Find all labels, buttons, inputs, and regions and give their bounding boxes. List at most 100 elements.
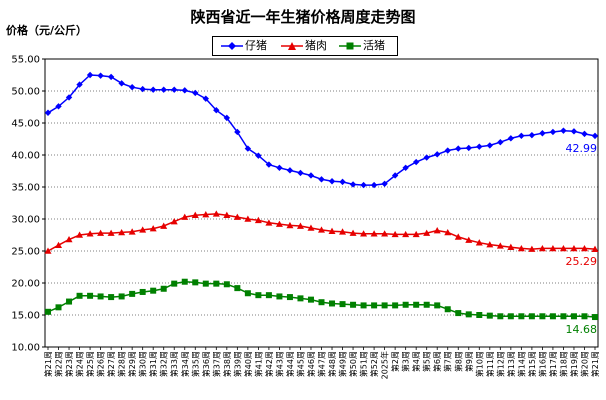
- data-point-series-2: [475, 239, 483, 246]
- data-point-series-2: [296, 222, 304, 229]
- x-tick-label: 第20周: [579, 351, 589, 377]
- data-point-series-3: [234, 285, 241, 292]
- data-point-series-2: [465, 236, 473, 243]
- data-point-series-1: [149, 86, 157, 93]
- series-line-1: [47, 74, 596, 186]
- y-tick-label: 30.00: [11, 215, 40, 226]
- data-point-series-1: [181, 87, 188, 94]
- x-tick-label: 第9周: [464, 351, 474, 372]
- x-tick-label: 第25周: [85, 351, 95, 377]
- legend-label-series-2: 猪肉: [305, 39, 327, 52]
- x-tick-label: 第36周: [201, 351, 211, 377]
- data-point-series-1: [86, 71, 94, 79]
- data-point-series-2: [160, 222, 168, 229]
- data-point-series-1: [412, 158, 420, 166]
- data-point-series-3: [286, 294, 293, 301]
- legend-swatch-series-2: [281, 41, 303, 51]
- data-point-series-2: [454, 233, 462, 240]
- data-point-series-2: [517, 244, 525, 252]
- data-point-series-2: [402, 230, 410, 238]
- data-point-series-1: [497, 139, 504, 146]
- legend-swatch-series-3: [339, 41, 361, 51]
- data-point-series-2: [244, 215, 252, 222]
- data-point-series-3: [350, 301, 357, 308]
- data-point-series-3: [581, 313, 588, 320]
- data-point-series-3: [360, 302, 367, 309]
- data-point-series-1: [97, 72, 104, 79]
- data-point-series-3: [518, 313, 525, 320]
- data-point-series-2: [97, 229, 105, 236]
- data-point-series-1: [160, 86, 167, 93]
- data-point-series-2: [381, 230, 389, 237]
- x-tick-label: 第50周: [348, 351, 358, 377]
- legend-item-series-1: 仔猪: [221, 39, 267, 53]
- x-tick-label: 第35周: [190, 351, 200, 377]
- data-point-series-1: [265, 161, 273, 168]
- end-value-label-series-1: 42.99: [566, 142, 598, 155]
- data-point-series-1: [318, 176, 325, 183]
- data-point-series-3: [560, 313, 567, 320]
- x-tick-label: 第45周: [295, 351, 305, 377]
- data-point-series-2: [412, 230, 420, 238]
- y-axis-label: 价格（元/公斤）: [6, 24, 88, 37]
- y-tick-label: 45.00: [11, 119, 40, 130]
- data-point-series-1: [423, 154, 430, 161]
- data-point-series-3: [108, 294, 115, 301]
- data-point-series-2: [507, 243, 515, 250]
- data-point-series-2: [275, 220, 283, 227]
- data-point-series-1: [55, 103, 62, 110]
- x-tick-label: 第44周: [285, 351, 295, 377]
- data-point-series-3: [423, 301, 430, 308]
- y-tick-label: 40.00: [11, 151, 40, 162]
- x-tick-label: 第39周: [232, 351, 242, 377]
- data-point-series-3: [139, 288, 146, 295]
- data-point-series-1: [360, 181, 367, 189]
- y-tick-label: 25.00: [11, 247, 40, 258]
- x-tick-label: 第24周: [75, 351, 85, 377]
- x-tick-label: 第26周: [96, 351, 106, 377]
- x-tick-label: 第18周: [558, 351, 568, 377]
- data-point-series-2: [65, 235, 73, 243]
- data-point-series-1: [570, 128, 578, 135]
- data-point-series-2: [149, 225, 157, 232]
- data-point-series-3: [181, 278, 188, 285]
- x-tick-label: 第27周: [106, 351, 116, 377]
- data-point-series-3: [455, 310, 462, 317]
- data-point-series-1: [381, 180, 388, 187]
- x-tick-label: 第43周: [274, 351, 284, 377]
- x-tick-label: 第6周: [432, 351, 442, 372]
- x-tick-label: 第46周: [306, 351, 316, 377]
- data-point-series-3: [255, 292, 262, 299]
- data-point-series-3: [55, 304, 62, 311]
- data-point-series-3: [318, 299, 325, 306]
- data-point-series-2: [86, 230, 94, 237]
- x-tick-label: 第52周: [369, 351, 379, 377]
- data-point-series-3: [528, 313, 535, 320]
- data-point-series-2: [318, 226, 325, 233]
- x-tick-label: 第37周: [211, 351, 221, 377]
- legend-swatch-series-1: [221, 41, 243, 51]
- data-point-series-3: [413, 301, 420, 308]
- data-point-series-2: [444, 228, 452, 236]
- data-point-series-1: [171, 86, 178, 93]
- data-point-series-1: [276, 164, 283, 171]
- x-tick-label: 第33周: [169, 351, 179, 377]
- x-tick-label: 第2周: [390, 351, 400, 372]
- data-point-series-2: [139, 226, 147, 233]
- x-tick-label: 第22周: [54, 351, 64, 377]
- data-point-series-2: [570, 244, 578, 252]
- data-point-series-3: [45, 308, 51, 315]
- y-tick-label: 35.00: [11, 183, 40, 194]
- data-point-series-2: [339, 228, 347, 235]
- x-tick-label: 第28周: [117, 351, 127, 377]
- x-tick-label: 第10周: [474, 351, 484, 377]
- x-tick-label: 第13周: [506, 351, 516, 377]
- data-point-series-2: [486, 241, 494, 248]
- data-point-series-2: [591, 245, 599, 252]
- x-tick-label: 第11周: [485, 351, 495, 377]
- data-point-series-1: [476, 143, 483, 150]
- data-point-series-3: [223, 281, 230, 288]
- data-point-series-3: [329, 300, 336, 307]
